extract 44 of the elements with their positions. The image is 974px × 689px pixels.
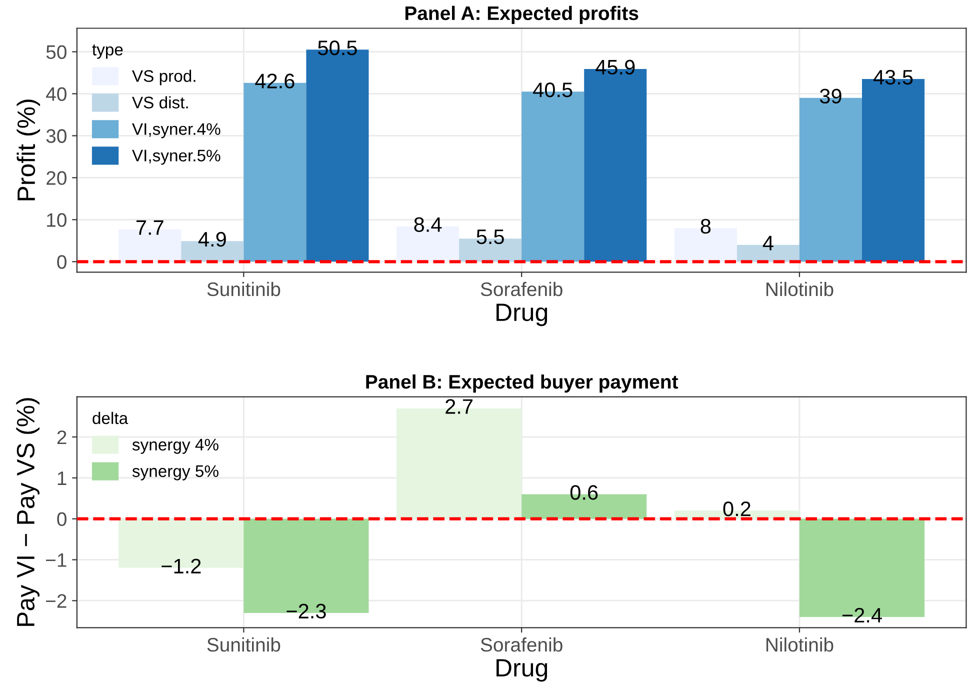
y-tick-label: 0 bbox=[57, 255, 66, 269]
x-tick-label: Sunitinib bbox=[207, 637, 280, 652]
y-tick-label: 0 bbox=[57, 512, 66, 526]
legend-title: delta bbox=[92, 412, 128, 424]
legend-label: synergy 4% bbox=[132, 438, 218, 454]
y-tick-label: −1 bbox=[46, 553, 66, 567]
data-label: −2.3 bbox=[286, 604, 326, 619]
data-label: 0.2 bbox=[723, 501, 750, 516]
x-axis-title: Drug bbox=[496, 659, 548, 682]
data-label: 5.5 bbox=[476, 230, 504, 244]
chart-title: Panel A: Expected profits bbox=[405, 6, 638, 24]
legend-title: type bbox=[92, 44, 123, 59]
y-axis-title: Pay VI − Pay VS (%) bbox=[16, 398, 40, 626]
y-tick-label: 50 bbox=[46, 45, 66, 59]
legend-label: VS prod. bbox=[132, 70, 196, 86]
x-tick-label: Sunitinib bbox=[207, 282, 280, 296]
legend-label: VI,syner.4% bbox=[132, 123, 220, 138]
x-tick-label: Sorafenib bbox=[480, 637, 562, 652]
data-label: 8 bbox=[700, 218, 711, 234]
data-label: −2.4 bbox=[842, 608, 882, 622]
chart-title: Panel B: Expected buyer payment bbox=[366, 374, 678, 393]
y-axis-title: Profit (%) bbox=[16, 100, 40, 200]
x-axis-title: Drug bbox=[496, 304, 548, 326]
x-tick-label: Sorafenib bbox=[480, 282, 562, 296]
y-tick-label: 20 bbox=[46, 171, 66, 185]
legend-label: synergy 5% bbox=[132, 465, 218, 480]
y-tick-label: 2 bbox=[57, 430, 66, 444]
data-label: 0.6 bbox=[570, 485, 598, 500]
data-label: 4 bbox=[762, 236, 774, 250]
legend-label: VI,syner.5% bbox=[132, 150, 220, 165]
y-tick-label: 10 bbox=[47, 213, 66, 227]
x-tick-label: Nilotinib bbox=[766, 282, 834, 296]
data-label: 39 bbox=[820, 88, 842, 104]
data-label: 7.7 bbox=[136, 220, 164, 235]
y-tick-label: 1 bbox=[58, 472, 66, 485]
data-label: 8.4 bbox=[414, 217, 442, 232]
y-tick-label: −2 bbox=[46, 594, 66, 608]
y-tick-label: 40 bbox=[46, 87, 66, 101]
data-label: 2.7 bbox=[446, 399, 472, 414]
x-tick-label: Nilotinib bbox=[766, 637, 834, 652]
data-label: −1.2 bbox=[162, 558, 201, 574]
data-label: 4.9 bbox=[198, 232, 226, 247]
y-tick-label: 30 bbox=[46, 129, 66, 143]
legend-label: VS dist. bbox=[132, 96, 188, 108]
